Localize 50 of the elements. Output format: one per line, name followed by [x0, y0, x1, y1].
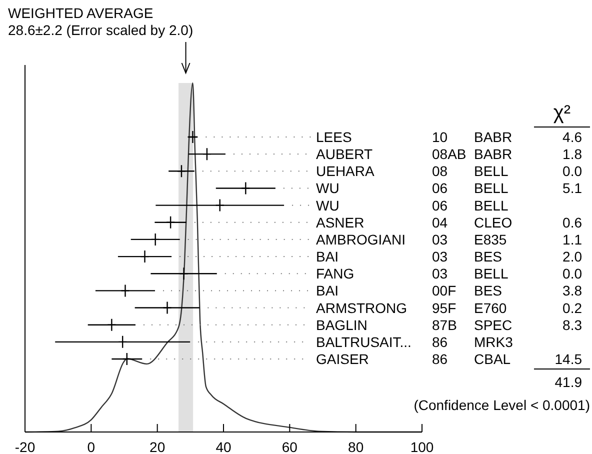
text: 10 BABR 4.6 — [432, 129, 582, 145]
x-tick-label: 80 — [348, 438, 364, 454]
y-tick-label: AMBROGIANI — [316, 231, 406, 248]
point — [202, 147, 212, 161]
point — [120, 284, 130, 298]
x-tick-label: 40 — [216, 438, 232, 454]
x-tick-label: 0 — [87, 438, 96, 454]
text: 03 BELL 0.0 — [432, 266, 582, 282]
text: 41.9 — [554, 374, 582, 390]
text: 08AB BABR 1.8 — [432, 146, 582, 162]
chart-title: WEIGHTED AVERAGE — [8, 5, 154, 21]
y-tick-label: FANG — [316, 266, 354, 282]
text: 04 CLEO 0.6 — [432, 214, 582, 230]
y-tick-label: BAI — [316, 282, 339, 299]
point — [179, 267, 188, 280]
text: χ² — [553, 102, 571, 124]
x-tick-label: 20 — [150, 438, 166, 454]
x-tick-label: 100 — [410, 438, 434, 454]
annotation: (Confidence Level < 0.0001) — [414, 397, 590, 413]
text: 87B SPEC 8.3 — [432, 316, 582, 333]
point — [162, 301, 172, 314]
y-tick-label: GAISER — [316, 351, 369, 367]
text: 03 BES 2.0 — [432, 248, 582, 265]
x-tick-label: 60 — [282, 438, 298, 454]
y-tick-label: BALTRUSAIT... — [316, 334, 412, 350]
text: 06 BELL 5.1 — [432, 180, 582, 196]
point — [215, 198, 224, 212]
point — [118, 335, 128, 349]
point — [107, 318, 116, 332]
text: 95F E760 0.2 — [432, 300, 582, 316]
point — [176, 164, 186, 178]
y-tick-label: UEHARA — [316, 163, 376, 180]
y-tick-label: WU — [316, 180, 340, 196]
x-tick-label: -20 — [14, 438, 36, 454]
y-tick-label: WU — [316, 197, 340, 214]
y-tick-label: AUBERT — [316, 146, 373, 162]
y-tick-label: BAGLIN — [316, 316, 368, 333]
text: 00F BES 3.8 — [432, 282, 582, 299]
text: 06 BELL — [432, 197, 508, 214]
point — [166, 216, 176, 229]
y-tick-label: ARMSTRONG — [316, 300, 407, 316]
y-tick-label: LEES — [316, 129, 352, 145]
point — [241, 182, 250, 195]
chart-subtitle: 28.6±2.2 (Error scaled by 2.0) — [8, 22, 194, 38]
text: 03 E835 1.1 — [432, 231, 582, 248]
text: 86 MRK3 — [432, 334, 513, 350]
y-tick-label: BAI — [316, 248, 339, 265]
text: 08 BELL 0.0 — [432, 163, 582, 180]
text: 86 CBAL 14.5 — [432, 351, 582, 367]
y-tick-label: ASNER — [316, 214, 364, 230]
